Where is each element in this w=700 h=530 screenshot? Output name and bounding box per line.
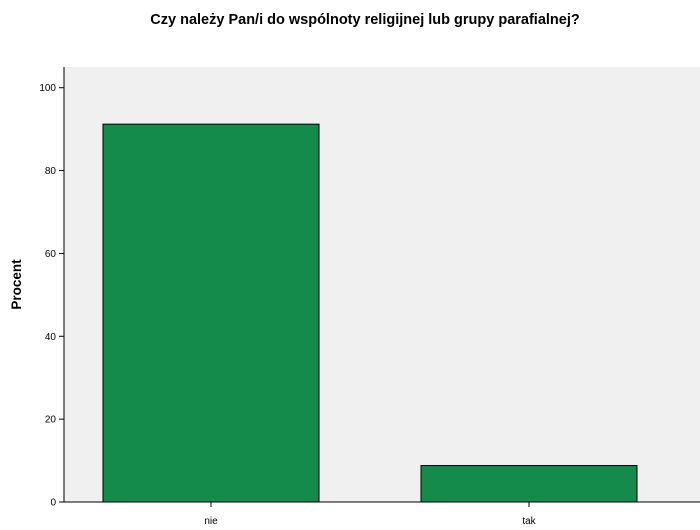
y-axis-label: Procent	[9, 259, 24, 310]
bar-tak	[420, 465, 638, 503]
y-tick-label-20: 20	[45, 415, 57, 426]
y-tick-label-0: 0	[50, 498, 56, 509]
y-tick-label-40: 40	[45, 332, 57, 343]
bars-group	[102, 123, 638, 503]
bar-nie	[102, 123, 320, 503]
y-tick-label-100: 100	[39, 83, 56, 94]
y-tick-label-60: 60	[45, 249, 57, 260]
x-tick-label-tak: tak	[522, 516, 536, 527]
y-axis-ticks: 0 20 40 60 80 100	[39, 83, 64, 509]
x-axis-ticks: nie tak	[204, 502, 537, 527]
x-tick-label-nie: nie	[204, 516, 218, 527]
y-tick-label-80: 80	[45, 166, 57, 177]
chart-title: Czy należy Pan/i do wspólnoty religijnej…	[150, 12, 580, 28]
